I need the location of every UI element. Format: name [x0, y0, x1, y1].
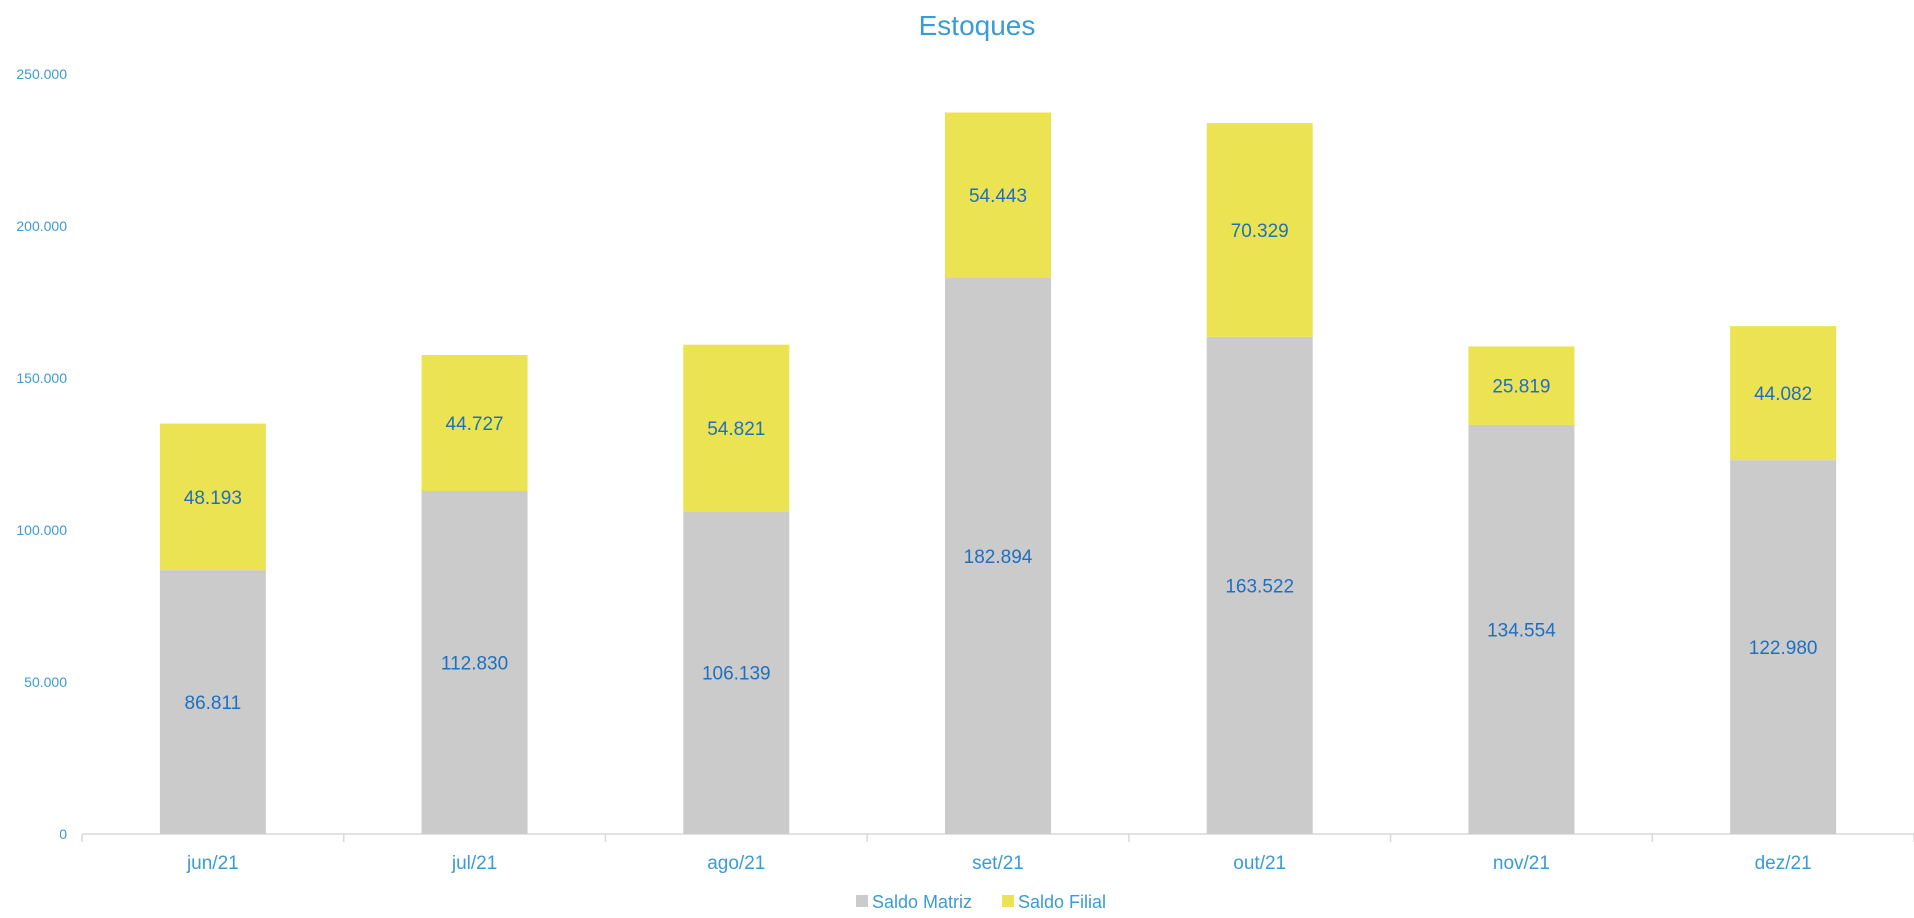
data-label: 122.980 — [1749, 638, 1818, 659]
bar-saldo-filial — [683, 344, 790, 512]
bar-saldo-matriz — [1206, 336, 1313, 834]
data-label: 54.821 — [707, 419, 765, 440]
data-label: 86.811 — [185, 693, 242, 714]
legend-label: Saldo Filial — [1018, 892, 1106, 912]
data-label: 44.082 — [1754, 384, 1812, 405]
bar-saldo-matriz — [421, 490, 528, 834]
x-tick-label: nov/21 — [1493, 853, 1550, 874]
x-tick-label: out/21 — [1233, 853, 1286, 874]
data-label: 44.727 — [446, 414, 504, 435]
x-tick-label: dez/21 — [1755, 853, 1812, 874]
y-tick-label: 0 — [59, 826, 67, 842]
bar-saldo-matriz — [945, 278, 1051, 835]
legend-swatch — [1002, 895, 1014, 907]
data-label: 182.894 — [964, 547, 1033, 568]
data-label: 54.443 — [969, 186, 1027, 207]
bar-saldo-filial — [1730, 326, 1837, 461]
bars-group — [159, 112, 1837, 835]
bar-saldo-filial — [1468, 346, 1575, 425]
y-tick-label: 100.000 — [16, 522, 67, 538]
legend-label: Saldo Matriz — [872, 892, 972, 912]
legend: Saldo Matriz Saldo Filial — [856, 892, 1106, 912]
bar-saldo-filial — [159, 423, 266, 571]
bar-saldo-matriz — [683, 511, 790, 834]
bar-saldo-filial — [945, 112, 1051, 279]
bar-saldo-filial — [421, 355, 528, 491]
data-label: 106.139 — [702, 664, 771, 685]
x-axis: jun/21 jul/21 ago/21 set/21 out/21 nov/21 dez/… — [81, 833, 1914, 874]
bar-saldo-matriz — [159, 570, 266, 834]
x-tick-label: jul/21 — [451, 853, 497, 874]
y-tick-label: 250.000 — [16, 66, 67, 82]
legend-swatch — [856, 895, 868, 907]
bar-saldo-filial — [1206, 123, 1313, 337]
y-tick-label: 200.000 — [16, 218, 67, 234]
chart-title: Estoques — [919, 10, 1036, 41]
data-label: 134.554 — [1487, 620, 1556, 641]
data-label: 112.830 — [441, 653, 508, 674]
data-labels-group: 86.811 48.193 112.830 44.727 106.139 54.821 18… — [184, 186, 1818, 714]
bar-saldo-matriz — [1468, 424, 1575, 834]
data-label: 48.193 — [184, 488, 242, 509]
data-label: 25.819 — [1492, 377, 1550, 398]
y-tick-label: 50.000 — [24, 674, 67, 690]
x-tick-label: jun/21 — [186, 853, 239, 874]
y-axis: 0 50.000 100.000 150.000 200.000 250.000 — [16, 66, 67, 842]
data-label: 163.522 — [1225, 576, 1294, 597]
y-tick-label: 150.000 — [16, 370, 67, 386]
x-tick-label: ago/21 — [707, 853, 765, 874]
x-tick-label: set/21 — [972, 853, 1024, 874]
data-label: 70.329 — [1231, 221, 1289, 242]
bar-saldo-matriz — [1730, 460, 1837, 834]
